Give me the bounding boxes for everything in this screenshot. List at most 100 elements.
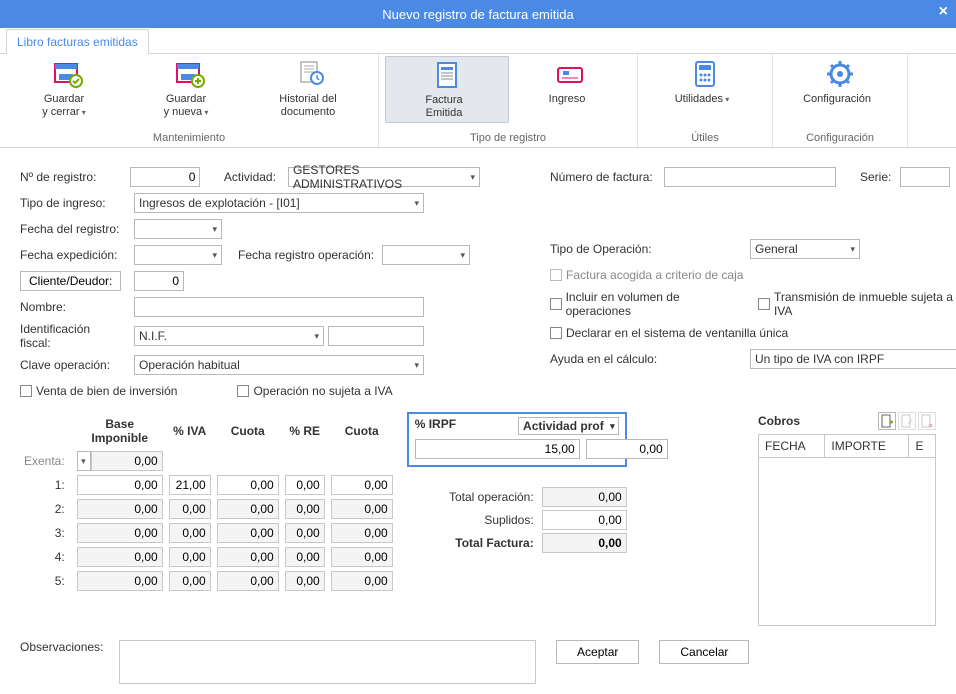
invoice-no-input[interactable] bbox=[664, 167, 836, 187]
client-input[interactable] bbox=[134, 271, 184, 291]
ribbon-tab-row: Libro facturas emitidas bbox=[0, 28, 956, 54]
factura-label: Factura Emitida bbox=[392, 94, 502, 120]
tax1-cuota1[interactable] bbox=[217, 475, 279, 495]
ribbon-group-mantenimiento: Guardar y cerrar Guardar y nueva Histori… bbox=[0, 54, 379, 147]
tax2-base[interactable] bbox=[77, 499, 163, 519]
tax5-cuota2[interactable] bbox=[331, 571, 393, 591]
cobros-delete-icon[interactable] bbox=[918, 412, 936, 430]
exp-date-input[interactable] bbox=[134, 245, 222, 265]
tax5-iva[interactable] bbox=[169, 571, 211, 591]
tax5-cuota1[interactable] bbox=[217, 571, 279, 591]
save-close-button[interactable]: Guardar y cerrar bbox=[6, 56, 128, 121]
tax3-base[interactable] bbox=[77, 523, 163, 543]
obs-textarea[interactable] bbox=[119, 640, 536, 684]
serie-label: Serie: bbox=[860, 170, 896, 184]
tax2-cuota2[interactable] bbox=[331, 499, 393, 519]
tax4-iva[interactable] bbox=[169, 547, 211, 567]
tab-libro-facturas[interactable]: Libro facturas emitidas bbox=[6, 29, 149, 54]
ribbon-group-utiles: Utilidades Útiles bbox=[638, 54, 773, 147]
tax3-iva[interactable] bbox=[169, 523, 211, 543]
factura-emitida-button[interactable]: Factura Emitida bbox=[385, 56, 509, 123]
exenta-base[interactable] bbox=[91, 451, 163, 471]
op-reg-date-input[interactable] bbox=[382, 245, 470, 265]
th-re: % RE bbox=[283, 414, 327, 448]
chk-investment[interactable]: Venta de bien de inversión bbox=[20, 384, 177, 398]
factura-icon bbox=[431, 59, 463, 91]
cobros-body[interactable] bbox=[758, 458, 936, 626]
window-title: Nuevo registro de factura emitida bbox=[382, 7, 573, 22]
utilidades-label: Utilidades bbox=[650, 93, 760, 106]
op-key-select[interactable]: Operación habitual bbox=[134, 355, 424, 375]
tax4-cuota2[interactable] bbox=[331, 547, 393, 567]
tax-row-1: 1: bbox=[22, 474, 395, 496]
chk-not-subject-iva[interactable]: Operación no sujeta a IVA bbox=[237, 384, 392, 398]
tax1-cuota2[interactable] bbox=[331, 475, 393, 495]
serie-input[interactable] bbox=[900, 167, 950, 187]
ribbon-group-config: Configuración Configuración bbox=[773, 54, 908, 147]
group-label-mantenimiento: Mantenimiento bbox=[153, 130, 225, 145]
irpf-activity-select[interactable]: Actividad prof bbox=[518, 417, 619, 435]
group-label-config: Configuración bbox=[806, 130, 874, 145]
income-type-select[interactable]: Ingresos de explotación - [I01] bbox=[134, 193, 424, 213]
tax5-re[interactable] bbox=[285, 571, 325, 591]
chk-transmision[interactable]: Transmisión de inmueble sujeta a IVA bbox=[758, 290, 956, 318]
tax2-iva[interactable] bbox=[169, 499, 211, 519]
tax3-cuota2[interactable] bbox=[331, 523, 393, 543]
tax4-re[interactable] bbox=[285, 547, 325, 567]
chk-volume[interactable]: Incluir en volumen de operaciones bbox=[550, 290, 740, 318]
th-fecha: FECHA bbox=[759, 435, 825, 458]
config-button[interactable]: Configuración bbox=[779, 56, 901, 108]
tax2-cuota1[interactable] bbox=[217, 499, 279, 519]
cobros-edit-icon[interactable] bbox=[898, 412, 916, 430]
chk-ventanilla[interactable]: Declarar en el sistema de ventanilla úni… bbox=[550, 326, 788, 340]
cobros-table: FECHA IMPORTE E bbox=[758, 434, 936, 458]
utilidades-button[interactable]: Utilidades bbox=[644, 56, 766, 108]
calc-help-label: Ayuda en el cálculo: bbox=[550, 352, 670, 366]
total-op-label: Total operación: bbox=[407, 490, 542, 504]
tax-table: Base Imponible % IVA Cuota % RE Cuota Ex… bbox=[20, 412, 397, 594]
calculator-icon bbox=[689, 58, 721, 90]
client-button[interactable]: Cliente/Deudor: bbox=[20, 271, 121, 291]
irpf-value-input[interactable] bbox=[415, 439, 580, 459]
exenta-dd[interactable] bbox=[77, 451, 91, 471]
th-iva: % IVA bbox=[167, 414, 213, 448]
tax4-base[interactable] bbox=[77, 547, 163, 567]
activity-select[interactable]: GESTORES ADMINISTRATIVOS bbox=[288, 167, 480, 187]
history-button[interactable]: Historial del documento bbox=[250, 56, 372, 121]
config-label: Configuración bbox=[785, 93, 895, 106]
reg-date-input[interactable] bbox=[134, 219, 222, 239]
op-type-select[interactable]: General bbox=[750, 239, 860, 259]
tax3-re[interactable] bbox=[285, 523, 325, 543]
op-reg-date-label: Fecha registro operación: bbox=[238, 248, 378, 262]
invoice-no-label: Número de factura: bbox=[550, 170, 660, 184]
save-close-label: Guardar y cerrar bbox=[12, 93, 122, 119]
cobros-new-icon[interactable] bbox=[878, 412, 896, 430]
tax1-iva[interactable] bbox=[169, 475, 211, 495]
tax3-cuota1[interactable] bbox=[217, 523, 279, 543]
tax4-cuota1[interactable] bbox=[217, 547, 279, 567]
irpf-col-label: % IRPF bbox=[415, 417, 518, 435]
calc-help-select[interactable]: Un tipo de IVA con IRPF bbox=[750, 349, 956, 369]
chk-cash-criteria[interactable]: Factura acogida a criterio de caja bbox=[550, 268, 743, 282]
name-label: Nombre: bbox=[20, 300, 130, 314]
th-cuota2: Cuota bbox=[329, 414, 395, 448]
name-input[interactable] bbox=[134, 297, 424, 317]
tax2-re[interactable] bbox=[285, 499, 325, 519]
fiscal-id-input[interactable] bbox=[328, 326, 424, 346]
tax5-base[interactable] bbox=[77, 571, 163, 591]
tax1-re[interactable] bbox=[285, 475, 325, 495]
suplidos-label: Suplidos: bbox=[407, 513, 542, 527]
ingreso-button[interactable]: Ingreso bbox=[509, 56, 631, 108]
cancel-button[interactable]: Cancelar bbox=[659, 640, 749, 664]
irpf-amount-input[interactable] bbox=[586, 439, 668, 459]
close-icon[interactable]: × bbox=[939, 3, 948, 21]
fiscal-id-type-select[interactable]: N.I.F. bbox=[134, 326, 324, 346]
suplidos-value[interactable] bbox=[542, 510, 627, 530]
group-label-utiles: Útiles bbox=[691, 130, 719, 145]
save-new-button[interactable]: Guardar y nueva bbox=[128, 56, 250, 121]
accept-button[interactable]: Aceptar bbox=[556, 640, 639, 664]
ribbon: Guardar y cerrar Guardar y nueva Histori… bbox=[0, 54, 956, 148]
tax1-base[interactable] bbox=[77, 475, 163, 495]
tax-row-3: 3: bbox=[22, 522, 395, 544]
reg-no-input[interactable] bbox=[130, 167, 200, 187]
